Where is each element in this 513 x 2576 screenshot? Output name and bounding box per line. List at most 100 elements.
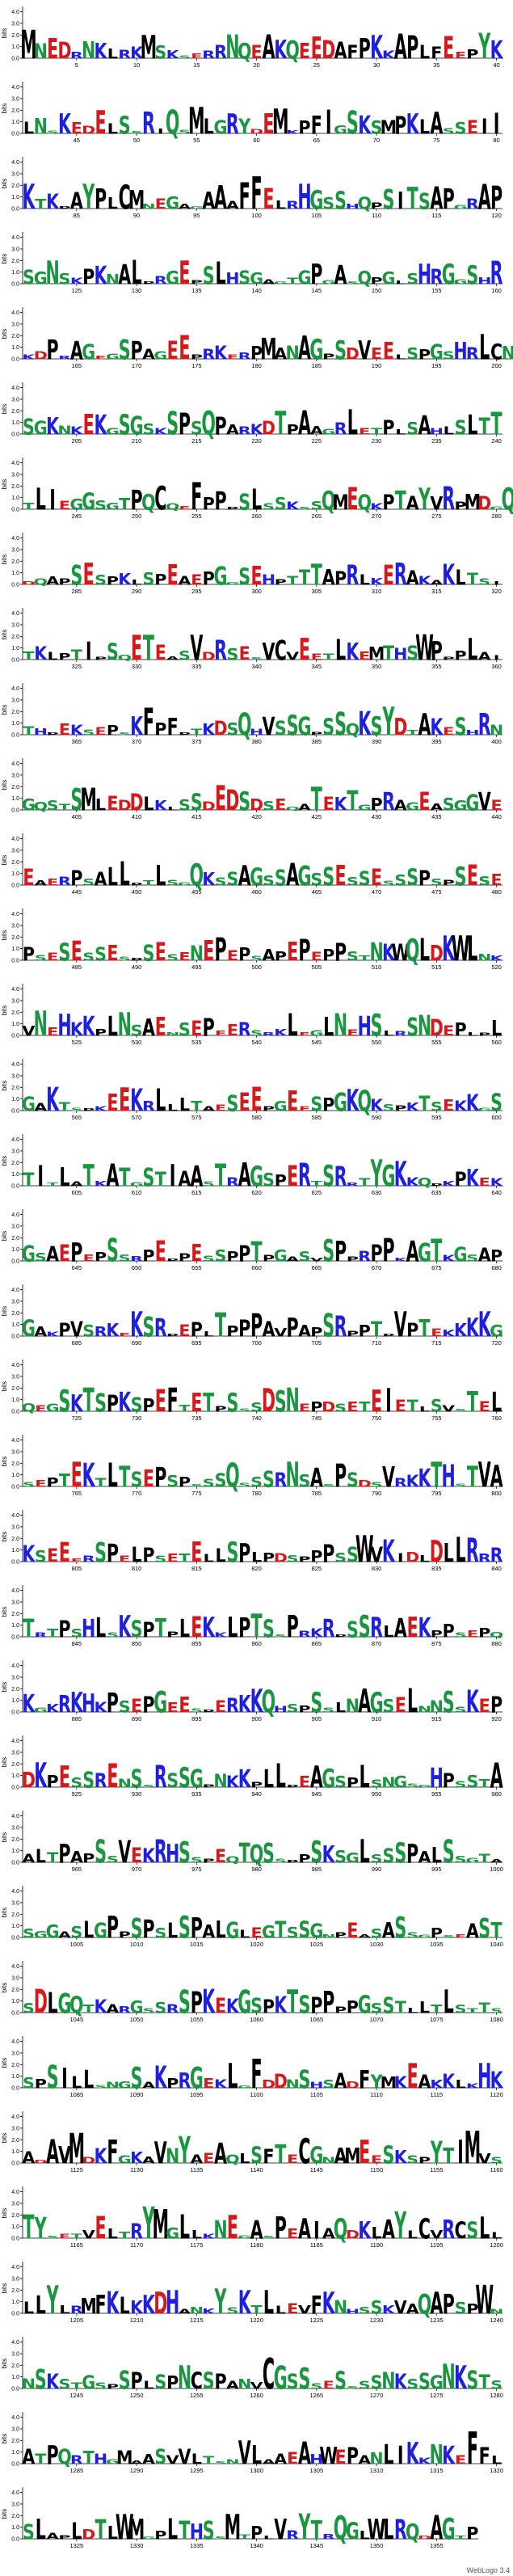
logo-letter: N [225, 2459, 239, 2466]
logo-letter: T [203, 1389, 215, 1419]
logo-letter: K [274, 1027, 288, 1038]
logo-letter: G [262, 1922, 275, 1941]
logo-letter: A [274, 2451, 287, 2468]
logo-letter: A [358, 1933, 371, 1940]
x-tick-label: 585 [312, 1114, 322, 1121]
logo-letter: M [80, 782, 97, 819]
logo-letter: T [251, 1236, 263, 1268]
logo-letter: K [466, 1313, 480, 1343]
logo-letter: S [299, 2065, 311, 2095]
logo-letter: E [359, 650, 370, 663]
logo-letter: T [143, 879, 154, 887]
logo-letter: F [347, 42, 358, 63]
logo-letter: F [311, 2291, 322, 2320]
logo-letter: S [203, 2367, 215, 2394]
logo-letter: M [80, 2294, 97, 2319]
logo-letter: S [250, 1401, 263, 1415]
logo-letter: R [466, 344, 479, 364]
logo-letter: K [406, 2437, 420, 2472]
x-tick-label: 1155 [430, 2166, 443, 2173]
logo-letter: S [263, 1837, 275, 1870]
logo-letter: S [455, 714, 467, 742]
logo-letter: H [57, 1009, 71, 1043]
x-tick-label: 1190 [370, 2241, 383, 2249]
logo-letter: S [203, 1478, 215, 1490]
logo-letter: G [418, 1784, 431, 1788]
logo-letter: G [22, 1094, 36, 1116]
logo-letter: K [70, 1686, 84, 1719]
logo-letter: K [478, 1305, 492, 1345]
logo-letter: S [455, 1853, 467, 1865]
logo-letter: S [359, 2304, 371, 2316]
x-tick-label: 230 [372, 437, 382, 445]
logo-letter: V [274, 1326, 287, 1339]
x-tick-label: 860 [251, 1640, 262, 1647]
logo-letter: S [310, 870, 322, 889]
logo-letter: E [443, 726, 454, 738]
logo-letter: N [118, 1007, 132, 1043]
logo-letter: K [430, 2078, 444, 2091]
logo-letter: K [394, 2369, 408, 2394]
logo-letter: W [391, 939, 410, 966]
x-tick-label: 15 [193, 61, 200, 69]
x-tick-label: 1350 [370, 2542, 384, 2549]
logo-letter: E [95, 726, 106, 738]
logo-letter: E [455, 49, 466, 61]
y-tick-label: 1.0 [11, 796, 19, 802]
y-axis-label: bits [1, 630, 8, 639]
logo-letter: V [430, 2228, 443, 2241]
logo-letter: T [35, 197, 46, 213]
logo-letter: G [274, 2361, 288, 2397]
logo-letter: E [119, 1332, 130, 1339]
logo-letter: T [71, 2233, 83, 2241]
x-tick-label: 1105 [310, 2091, 323, 2098]
logo-letter: L [36, 1846, 46, 1867]
logo-letter: S [82, 728, 95, 737]
logo-letter: L [59, 2304, 69, 2317]
x-tick-label: 1075 [430, 2016, 444, 2023]
x-tick-label: 735 [191, 1414, 202, 1422]
logo-letter: V [478, 2152, 491, 2167]
x-tick-label: 345 [312, 663, 322, 670]
y-tick-label: 4.0 [11, 10, 19, 15]
logo-letter: E [71, 1558, 82, 1564]
logo-letter: H [262, 571, 275, 588]
y-tick-label: 4.0 [11, 2190, 19, 2195]
logo-letter: P [263, 1996, 275, 2018]
logo-letter: R [274, 1469, 287, 1492]
y-tick-label: 3.0 [11, 97, 19, 103]
y-tick-label: 3.0 [11, 2127, 19, 2132]
logo-letter: P [35, 2077, 47, 2092]
logo-letter: H [94, 2451, 107, 2468]
logo-letter: A [490, 1756, 503, 1796]
y-tick-label: 0.0 [11, 1936, 19, 1941]
logo-letter: S [215, 1469, 227, 1492]
x-tick-label: 1050 [130, 2016, 144, 2023]
logo-letter: R [118, 48, 131, 62]
logo-letter: S [154, 1554, 166, 1564]
logo-letter: P [334, 1235, 347, 1268]
logo-letter: D [430, 1535, 444, 1570]
logo-letter: S [203, 263, 215, 291]
logo-letter: S [371, 712, 383, 742]
x-tick-label: 915 [431, 1715, 442, 1722]
logo-letter: S [226, 719, 238, 739]
logo-letter: E [83, 558, 95, 592]
y-tick-label: 1.0 [11, 1097, 19, 1102]
logo-letter: A [358, 2453, 372, 2468]
logo-letter: E [455, 1933, 466, 1940]
logo-letter: D [34, 350, 48, 362]
logo-letter: T [119, 1164, 130, 1192]
x-tick-label: 1165 [70, 2241, 83, 2249]
logo-letter: A [46, 1242, 59, 1267]
logo-letter: T [371, 427, 383, 436]
logo-letter: Q [225, 1855, 240, 1865]
x-tick-label: 170 [132, 362, 142, 369]
x-tick-label: 190 [372, 362, 382, 369]
logo-letter: E [287, 1159, 298, 1193]
logo-letter: S [299, 1992, 311, 2020]
logo-letter: V [178, 2444, 191, 2469]
